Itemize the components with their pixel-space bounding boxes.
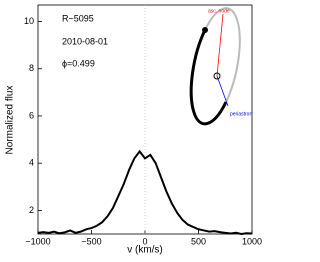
focus: [213, 72, 221, 80]
periastron-line: [216, 75, 229, 107]
y-tick-label: 4: [29, 158, 34, 168]
node-line: [216, 13, 224, 77]
annotation: ϕ=0.499: [62, 58, 95, 68]
y-tick-label: 2: [29, 205, 34, 215]
x-tick-label: 500: [191, 236, 206, 246]
x-axis-label: v (km/s): [127, 245, 163, 256]
annotation: R~5095: [62, 13, 94, 23]
y-axis-label: Normalized flux: [5, 86, 16, 155]
annotation: 2010-08-01: [62, 36, 108, 46]
x-tick-label: 0: [142, 236, 147, 246]
line-series: [37, 149, 253, 236]
x-tick-label: 1000: [242, 236, 262, 246]
star-position: [202, 27, 208, 33]
x-tick-label: −500: [81, 236, 101, 246]
x-tick-label: −1000: [25, 236, 50, 246]
orbit-inset: asc. node periastron: [189, 7, 252, 126]
orbit-back: [204, 7, 241, 103]
inset-label: asc. node: [208, 8, 230, 14]
orbit-front: [189, 29, 228, 126]
chart: R~5095 2010-08-01 ϕ=0.499 v (km/s) Norma…: [5, 4, 262, 256]
y-tick-label: 6: [29, 110, 34, 120]
inset-label: periastron: [230, 111, 252, 117]
y-tick-label: 10: [24, 16, 34, 26]
y-tick-label: 8: [29, 63, 34, 73]
